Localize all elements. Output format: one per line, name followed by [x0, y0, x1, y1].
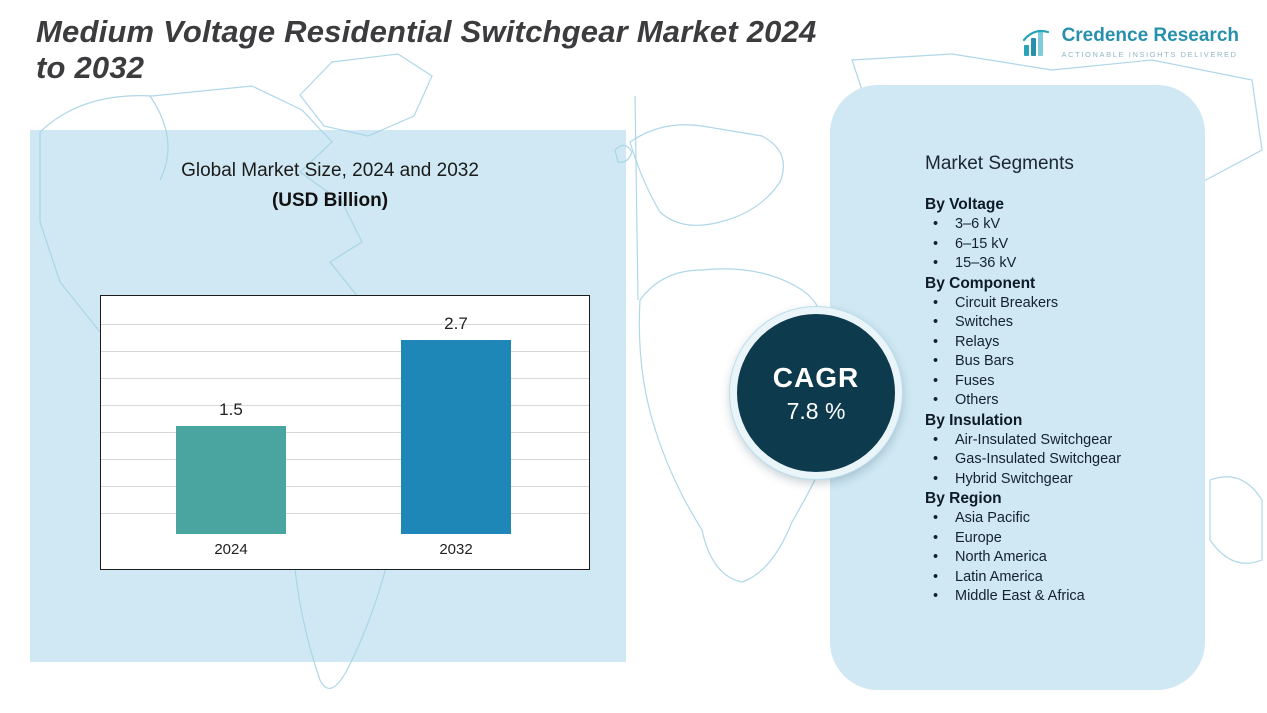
segment-list-voltage: 3–6 kV 6–15 kV 15–36 kV — [925, 215, 1177, 274]
segment-list-component: Circuit Breakers Switches Relays Bus Bar… — [925, 294, 1177, 411]
cagr-label: CAGR — [772, 361, 860, 393]
page-title: Medium Voltage Residential Switchgear Ma… — [36, 14, 816, 86]
bar-value-label-2024: 1.5 — [219, 400, 243, 419]
segment-item: Circuit Breakers — [925, 294, 1177, 314]
segment-item: 15–36 kV — [925, 254, 1177, 274]
brand-name: Credence Research — [1061, 25, 1239, 46]
segment-item: Fuses — [925, 372, 1177, 392]
segment-item: North America — [925, 548, 1177, 568]
segment-item: Latin America — [925, 568, 1177, 588]
segment-item: Others — [925, 391, 1177, 411]
brand-tagline: Actionable Insights Delivered — [1061, 49, 1238, 59]
segment-group-voltage: By Voltage 3–6 kV 6–15 kV 15–36 kV — [925, 195, 1177, 274]
segment-heading-component: By Component — [925, 274, 1036, 292]
bar-category-label-2024: 2024 — [214, 541, 248, 558]
segment-group-component: By Component Circuit Breakers Switches R… — [925, 274, 1177, 411]
segment-heading-voltage: By Voltage — [925, 196, 1004, 213]
cagr-badge: CAGR 7.8 % — [730, 307, 902, 479]
segment-item: Europe — [925, 529, 1177, 549]
market-size-panel: Global Market Size, 2024 and 2032 (USD B… — [30, 130, 626, 662]
bar-2032 — [401, 340, 511, 534]
segment-item: Switches — [925, 313, 1177, 333]
segment-heading-insulation: By Insulation — [925, 411, 1023, 429]
brand-logo: Credence Research Actionable Insights De… — [1020, 25, 1239, 60]
segment-heading-region: By Region — [925, 490, 1002, 507]
segments-title: Market Segments — [925, 153, 1074, 174]
cagr-value: 7.8 % — [786, 397, 846, 424]
segment-group-region: By Region Asia Pacific Europe North Amer… — [925, 489, 1177, 607]
bar-chart: 1.5 2024 2.7 2032 — [100, 295, 590, 570]
bar-value-label-2032: 2.7 — [444, 314, 468, 333]
segment-item: Asia Pacific — [925, 509, 1177, 529]
segment-item: Air-Insulated Switchgear — [925, 431, 1177, 451]
segment-item: Hybrid Switchgear — [925, 470, 1177, 490]
segment-group-insulation: By Insulation Air-Insulated Switchgear G… — [925, 411, 1177, 490]
segment-item: Relays — [925, 333, 1177, 353]
chart-subtitle: (USD Billion) — [271, 190, 389, 211]
brand-text: Credence Research Actionable Insights De… — [1061, 25, 1239, 59]
bar-category-label-2032: 2032 — [439, 541, 473, 558]
bar-2024 — [176, 426, 286, 534]
segment-item: 6–15 kV — [925, 235, 1177, 255]
segment-item: Gas-Insulated Switchgear — [925, 450, 1177, 470]
bar-column-2024: 1.5 2024 — [176, 400, 286, 559]
brand-chart-icon — [1022, 29, 1049, 56]
chart-title: Global Market Size, 2024 and 2032 — [181, 160, 479, 181]
page-title-line1: Medium Voltage Residential Switchgear Ma… — [36, 14, 817, 49]
segment-list-region: Asia Pacific Europe North America Latin … — [925, 509, 1177, 607]
segment-item: Bus Bars — [925, 352, 1177, 372]
page-title-line2: to 2032 — [36, 49, 145, 85]
segment-item: 3–6 kV — [925, 215, 1177, 235]
bar-column-2032: 2.7 2032 — [401, 314, 511, 559]
segment-list-insulation: Air-Insulated Switchgear Gas-Insulated S… — [925, 431, 1177, 490]
segment-item: Middle East & Africa — [925, 587, 1177, 607]
